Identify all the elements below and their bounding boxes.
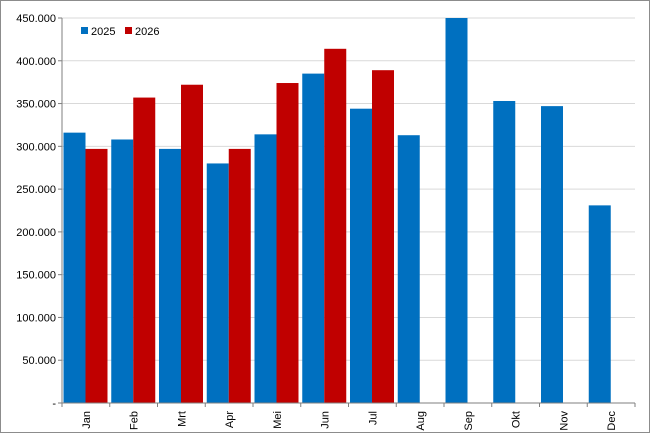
bar-2026-Feb [133,97,156,404]
legend-swatch-2025 [81,27,88,34]
y-tick-label: 200.000 [16,227,56,239]
x-tick-label: Jan [81,411,93,429]
x-tick-label: Feb [129,411,141,430]
bar-2025-Nov [541,106,563,403]
bar-2025-Jul [350,108,372,403]
bar-2025-Mrt [159,148,181,403]
bar-2026-Jul [372,70,394,403]
bar-2025-Apr [206,163,229,403]
x-tick-label: Mei [272,411,284,429]
bar-2025-Feb [111,139,134,403]
bar-2025-Aug [397,135,420,403]
x-axis-ticks: Jan Feb Mrt Apr Mei Jun Jul Aug Sep Okt Nov Dec [61,403,636,431]
legend-swatch-2026 [125,27,132,34]
y-tick-label: 300.000 [16,141,56,153]
bar-2025-Jan [63,132,86,403]
legend-label-2026: 2026 [135,26,159,38]
y-axis-ticks: - 50.000 100.000 150.000 200.000 250.000 300.0… [16,13,62,410]
x-tick-label: Nov [558,411,570,431]
bars [63,18,611,404]
x-tick-label: Sep [463,411,475,431]
bar-2025-Jun [302,73,325,403]
bar-2025-Sep [445,18,468,403]
y-tick-label: - [52,398,56,410]
bar-2026-Mei [276,83,299,404]
x-tick-label: Jun [320,411,332,429]
y-tick-label: 350.000 [16,99,56,111]
y-tick-label: 150.000 [16,270,56,282]
legend-label-2025: 2025 [91,26,115,38]
y-tick-label: 450.000 [16,13,56,25]
x-tick-label: Jul [367,411,379,425]
gridlines [62,17,635,361]
x-tick-label: Mrt [176,411,188,427]
legend: 2025 2026 [81,26,159,38]
bar-2026-Jan [85,148,108,403]
bar-2026-Mrt [181,84,203,403]
y-tick-label: 50.000 [22,355,56,367]
y-tick-label: 250.000 [16,184,56,196]
x-tick-label: Dec [606,411,618,431]
x-tick-label: Okt [511,411,523,428]
bar-2026-Apr [228,148,251,403]
bar-2025-Dec [588,205,611,403]
x-tick-label: Apr [224,411,236,428]
y-tick-label: 100.000 [16,312,56,324]
bar-2025-Mei [254,134,277,403]
bar-2025-Okt [493,100,516,403]
bar-2026-Jun [324,48,347,404]
x-tick-label: Aug [415,411,427,431]
y-tick-label: 400.000 [16,56,56,68]
